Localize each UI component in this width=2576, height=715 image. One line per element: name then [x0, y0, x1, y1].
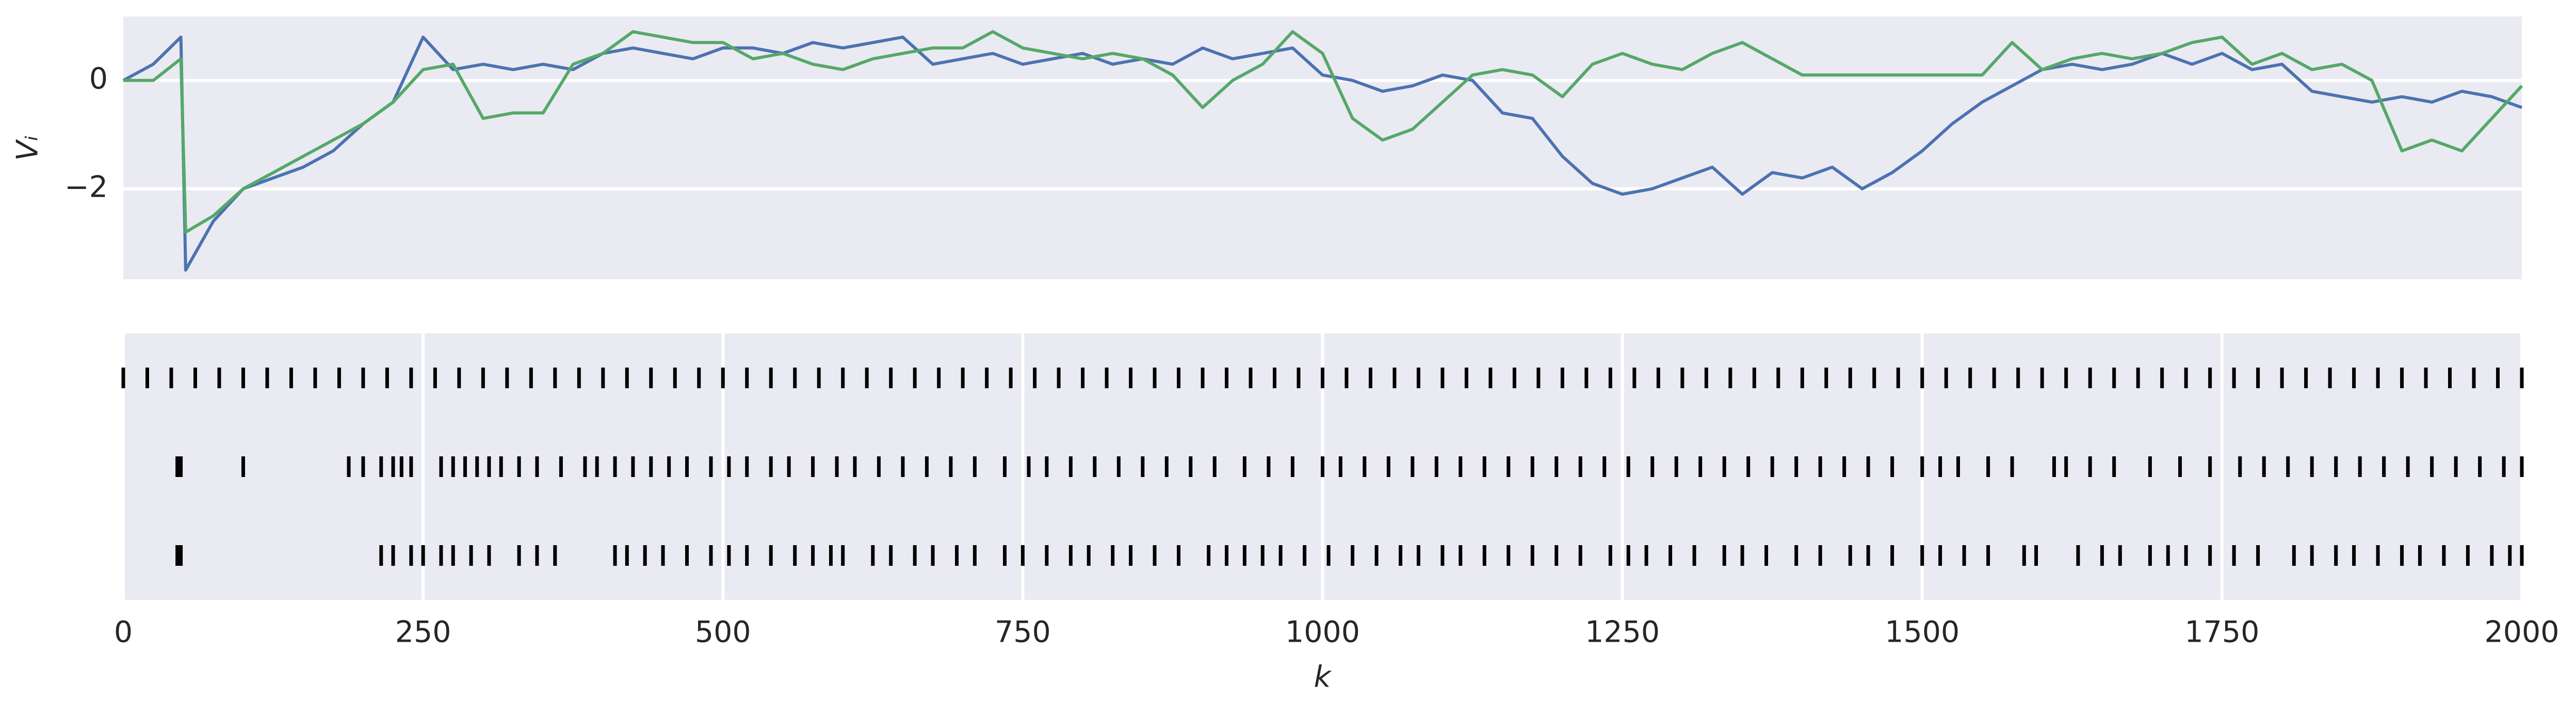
x-tick-label: 1500	[1885, 615, 1959, 649]
x-tick-label: 1250	[1585, 615, 1660, 649]
x-tick-label: 1000	[1285, 615, 1360, 649]
x-tick-label: 1750	[2184, 615, 2259, 649]
line-series	[123, 30, 2523, 234]
x-tick-label: 500	[695, 615, 751, 649]
y-tick-label: 0	[89, 61, 108, 96]
x-tick-label: 2000	[2484, 615, 2559, 649]
x-tick-label: 250	[395, 615, 451, 649]
y-tick-label: −2	[64, 170, 108, 204]
top-panel	[123, 17, 2522, 279]
x-tick-label: 0	[114, 615, 133, 649]
line-series	[122, 35, 2523, 272]
x-tick-label: 750	[995, 615, 1051, 649]
x-axis-label: k	[1314, 660, 1332, 694]
y-axis-label: Vᵢ	[11, 135, 45, 161]
